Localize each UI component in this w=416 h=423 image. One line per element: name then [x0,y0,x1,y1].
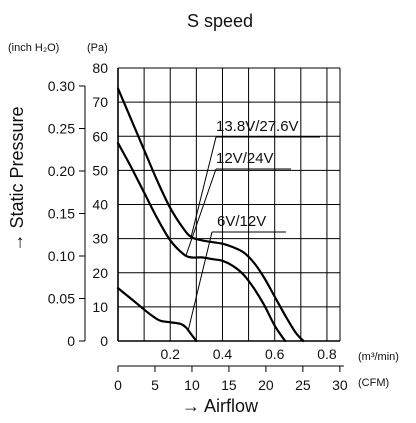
x-tick-label-cfm: 20 [258,377,274,393]
y-tick-label-pa: 80 [92,60,108,76]
y-tick-label-inch-h2o: 0 [67,333,75,349]
x-tick-label-m3min: 0.6 [265,346,285,362]
y-tick-label-pa: 20 [92,265,108,281]
y-axis-unit-inch-h2o: (inch H₂O) [8,42,59,54]
x-tick-label-m3min: 0.2 [161,346,181,362]
series-6v-12v-leader-line [188,231,213,330]
series-13-8v-27-6v-label: 13.8V/27.6V [216,118,299,135]
y-tick-label-pa: 10 [92,299,108,315]
series-6v-12v-label: 6V/12V [217,213,266,230]
y-tick-label-inch-h2o: 0.10 [48,248,75,264]
x-axis-unit-m3-per-min: (m³/min) [358,351,399,363]
x-axis-unit-cfm: (CFM) [358,377,389,389]
y-tick-label-inch-h2o: 0.05 [48,290,75,306]
y-tick-label-inch-h2o: 0.20 [48,163,75,179]
x-tick-label-cfm: 15 [221,377,237,393]
y-tick-label-pa: 40 [92,197,108,213]
x-tick-label-cfm: 25 [295,377,311,393]
chart-title: S speed [187,11,253,31]
x-tick-label-cfm: 0 [114,377,122,393]
x-axis-label: → Airflow [182,396,259,416]
y-axis-unit-pa: (Pa) [87,42,108,54]
y-tick-label-inch-h2o: 0.30 [48,78,75,94]
y-tick-label-pa: 30 [92,231,108,247]
series-13-8v-27-6v-leader-line [190,136,217,238]
y-tick-label-pa: 50 [92,162,108,178]
x-tick-label-cfm: 30 [332,377,348,393]
series-6v-12v-line [116,287,198,343]
y-tick-label-inch-h2o: 0.15 [48,205,75,221]
y-tick-label-pa: 0 [100,333,108,349]
x-tick-label-m3min: 0.8 [317,346,337,362]
y-axis-label: → Static Pressure [7,106,27,251]
series-12v-24v-leader-line [185,168,217,256]
y-tick-label-pa: 70 [92,94,108,110]
y-tick-label-pa: 60 [92,128,108,144]
x-tick-label-m3min: 0.4 [213,346,233,362]
series-13-8v-27-6v-line [116,87,305,343]
y-tick-label-inch-h2o: 0.25 [48,120,75,136]
x-tick-label-cfm: 5 [151,377,159,393]
series-12v-24v-line [116,141,287,343]
series-12v-24v-label: 12V/24V [216,150,274,167]
x-tick-label-cfm: 10 [184,377,200,393]
